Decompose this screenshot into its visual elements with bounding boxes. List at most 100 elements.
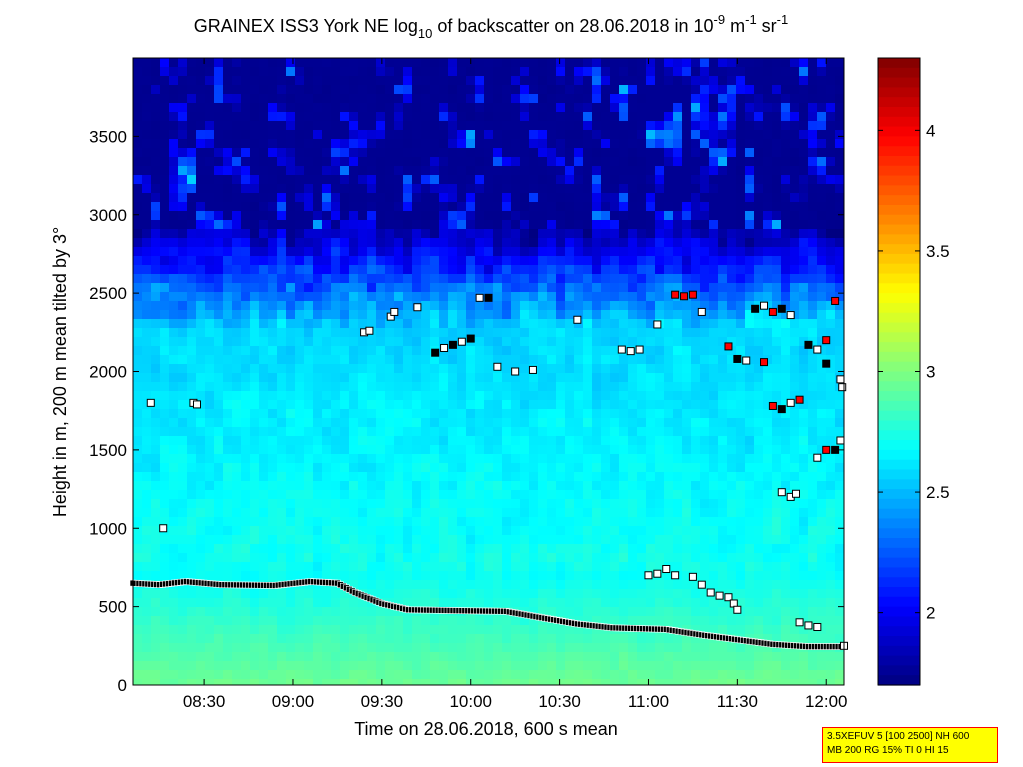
heatmap-cell <box>196 679 205 685</box>
heatmap-cell <box>331 328 340 337</box>
heatmap-cell <box>376 625 385 634</box>
heatmap-cell <box>268 310 277 319</box>
heatmap-cell <box>601 184 610 193</box>
heatmap-cell <box>646 292 655 301</box>
heatmap-cell <box>610 94 619 103</box>
heatmap-cell <box>709 427 718 436</box>
heatmap-cell <box>556 256 565 265</box>
heatmap-cell <box>232 337 241 346</box>
heatmap-cell <box>538 382 547 391</box>
heatmap-cell <box>349 652 358 661</box>
heatmap-cell <box>169 679 178 685</box>
heatmap-cell <box>286 355 295 364</box>
heatmap-cell <box>304 670 313 679</box>
heatmap-cell <box>754 418 763 427</box>
heatmap-cell <box>178 319 187 328</box>
heatmap-cell <box>763 211 772 220</box>
heatmap-cell <box>736 508 745 517</box>
heatmap-cell <box>349 445 358 454</box>
heatmap-cell <box>133 310 142 319</box>
heatmap-cell <box>601 580 610 589</box>
heatmap-cell <box>322 148 331 157</box>
heatmap-cell <box>457 625 466 634</box>
heatmap-cell <box>493 580 502 589</box>
heatmap-cell <box>277 184 286 193</box>
heatmap-cell <box>529 517 538 526</box>
heatmap-cell <box>214 625 223 634</box>
heatmap-cell <box>628 490 637 499</box>
heatmap-cell <box>367 436 376 445</box>
heatmap-cell <box>628 436 637 445</box>
heatmap-cell <box>250 328 259 337</box>
heatmap-cell <box>754 193 763 202</box>
heatmap-cell <box>223 391 232 400</box>
heatmap-cell <box>673 265 682 274</box>
heatmap-cell <box>493 67 502 76</box>
heatmap-cell <box>502 229 511 238</box>
heatmap-cell <box>574 499 583 508</box>
heatmap-cell <box>250 553 259 562</box>
heatmap-cell <box>196 526 205 535</box>
heatmap-cell <box>520 400 529 409</box>
heatmap-cell <box>250 211 259 220</box>
heatmap-cell <box>547 391 556 400</box>
heatmap-cell <box>754 643 763 652</box>
heatmap-cell <box>628 580 637 589</box>
heatmap-cell <box>763 175 772 184</box>
heatmap-cell <box>151 544 160 553</box>
heatmap-cell <box>655 391 664 400</box>
heatmap-cell <box>259 76 268 85</box>
heatmap-cell <box>412 490 421 499</box>
heatmap-cell <box>664 193 673 202</box>
heatmap-cell <box>448 148 457 157</box>
heatmap-cell <box>340 661 349 670</box>
heatmap-cell <box>727 670 736 679</box>
heatmap-cell <box>412 193 421 202</box>
heatmap-cell <box>718 553 727 562</box>
heatmap-cell <box>619 589 628 598</box>
heatmap-cell <box>583 589 592 598</box>
heatmap-cell <box>439 238 448 247</box>
heatmap-cell <box>601 490 610 499</box>
heatmap-cell <box>430 526 439 535</box>
heatmap-cell <box>736 679 745 685</box>
heatmap-cell <box>628 445 637 454</box>
heatmap-cell <box>754 283 763 292</box>
heatmap-cell <box>412 643 421 652</box>
heatmap-cell <box>394 373 403 382</box>
heatmap-cell <box>286 571 295 580</box>
heatmap-cell <box>646 481 655 490</box>
heatmap-cell <box>700 202 709 211</box>
heatmap-cell <box>547 283 556 292</box>
heatmap-cell <box>592 571 601 580</box>
heatmap-cell <box>601 418 610 427</box>
heatmap-cell <box>133 256 142 265</box>
heatmap-cell <box>709 598 718 607</box>
heatmap-cell <box>574 472 583 481</box>
heatmap-cell <box>286 121 295 130</box>
heatmap-cell <box>304 661 313 670</box>
heatmap-cell <box>709 526 718 535</box>
heatmap-cell <box>736 490 745 499</box>
heatmap-cell <box>700 679 709 685</box>
heatmap-cell <box>304 499 313 508</box>
heatmap-cell <box>214 112 223 121</box>
heatmap-cell <box>241 238 250 247</box>
heatmap-cell <box>457 85 466 94</box>
heatmap-cell <box>538 418 547 427</box>
heatmap-cell <box>700 571 709 580</box>
heatmap-cell <box>259 373 268 382</box>
heatmap-cell <box>259 202 268 211</box>
heatmap-cell <box>133 373 142 382</box>
heatmap-cell <box>484 364 493 373</box>
heatmap-cell <box>457 490 466 499</box>
heatmap-cell <box>682 283 691 292</box>
heatmap-cell <box>169 544 178 553</box>
heatmap-cell <box>205 364 214 373</box>
heatmap-cell <box>205 121 214 130</box>
heatmap-cell <box>232 598 241 607</box>
heatmap-cell <box>331 94 340 103</box>
heatmap-cell <box>718 436 727 445</box>
heatmap-cell <box>628 238 637 247</box>
heatmap-cell <box>295 481 304 490</box>
